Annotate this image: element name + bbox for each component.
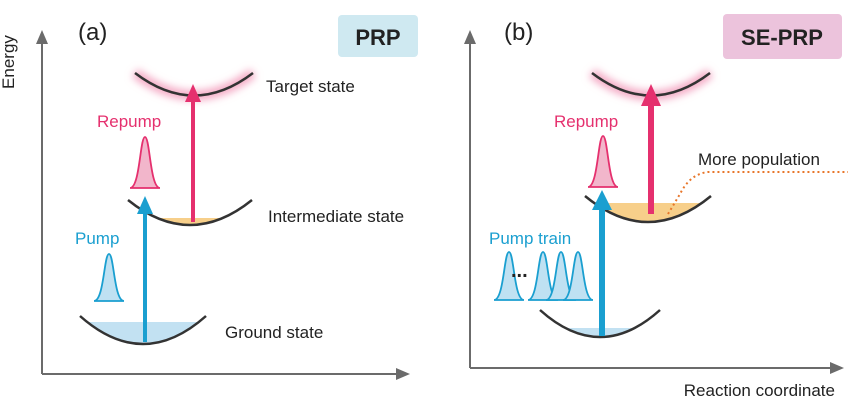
panel-a-tag: (a): [78, 19, 107, 46]
pump-label-a: Pump: [75, 229, 119, 248]
repump-label-b: Repump: [554, 112, 618, 131]
y-axis-arrowhead: [36, 30, 48, 44]
badge-se-prp: SE-PRP: [723, 14, 842, 59]
repump-pulse-icon: [129, 136, 161, 189]
target-state-label: Target state: [266, 77, 355, 96]
pump-train-ellipsis: ...: [511, 260, 528, 282]
more-population-label: More population: [698, 150, 820, 169]
x-axis-arrowhead: [396, 368, 410, 380]
repump-pulse-icon: [587, 135, 619, 188]
pump-train-label: Pump train: [489, 229, 571, 248]
pump-pulse-icon: [493, 251, 525, 301]
badge-se-prp-label: SE-PRP: [741, 25, 823, 50]
y-axis-label: Energy: [0, 35, 18, 89]
pump-pulse-icon: [562, 251, 594, 301]
y-axis-arrowhead: [464, 30, 476, 44]
panel-b-tag: (b): [504, 19, 533, 46]
x-axis-label: Reaction coordinate: [684, 381, 835, 400]
axes-panel-b: [464, 30, 844, 374]
badge-prp-label: PRP: [355, 25, 400, 50]
repump-arrow-b: [641, 84, 661, 214]
repump-label-a: Repump: [97, 112, 161, 131]
more-population-pointer: [667, 171, 848, 215]
ground-state-label: Ground state: [225, 323, 323, 342]
intermediate-state-label: Intermediate state: [268, 207, 404, 226]
pump-arrow-b: [592, 190, 612, 336]
axes-panel-a: [36, 30, 410, 380]
pump-train-pulses: [493, 251, 594, 301]
repump-arrow-a: [185, 84, 201, 222]
pump-pulse-icon: [93, 253, 125, 302]
x-axis-arrowhead: [830, 362, 844, 374]
badge-prp: PRP: [338, 15, 418, 57]
pump-arrow-a: [137, 196, 153, 342]
